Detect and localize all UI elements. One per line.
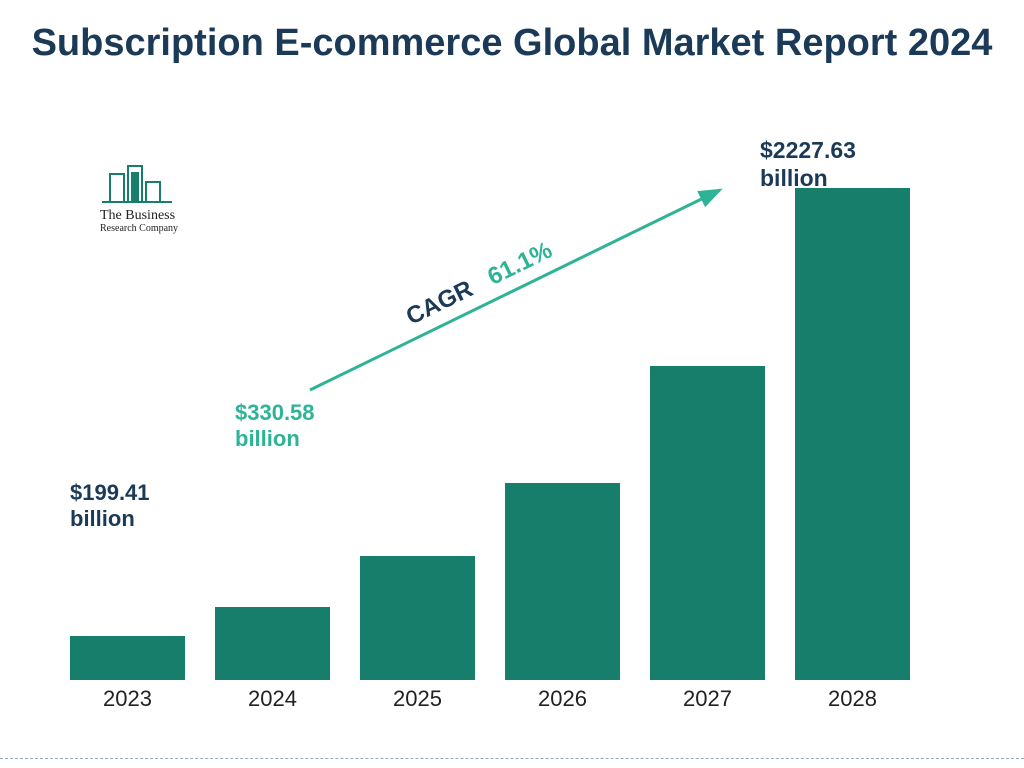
bar-chart: 2023 2024 2025 2026 2027 2028 — [70, 150, 940, 710]
chart-title: Subscription E-commerce Global Market Re… — [0, 20, 1024, 68]
value-callout-2023: $199.41 billion — [70, 480, 180, 533]
bar-2024 — [215, 607, 330, 680]
value-callout-2024: $330.58 billion — [235, 400, 345, 453]
bar-2027 — [650, 366, 765, 680]
bar-2023 — [70, 636, 185, 680]
x-tick-2024: 2024 — [215, 686, 330, 712]
footer-divider — [0, 758, 1024, 759]
bar-2028 — [795, 188, 910, 680]
chart-container: { "title": { "text": "Subscription E-com… — [0, 0, 1024, 768]
bar-2026 — [505, 483, 620, 680]
x-tick-2023: 2023 — [70, 686, 185, 712]
value-callout-2028: $2227.63 billion — [760, 137, 920, 192]
x-tick-2027: 2027 — [650, 686, 765, 712]
x-tick-2025: 2025 — [360, 686, 475, 712]
x-tick-2028: 2028 — [795, 686, 910, 712]
plot-area — [70, 150, 940, 680]
x-tick-2026: 2026 — [505, 686, 620, 712]
bar-2025 — [360, 556, 475, 680]
